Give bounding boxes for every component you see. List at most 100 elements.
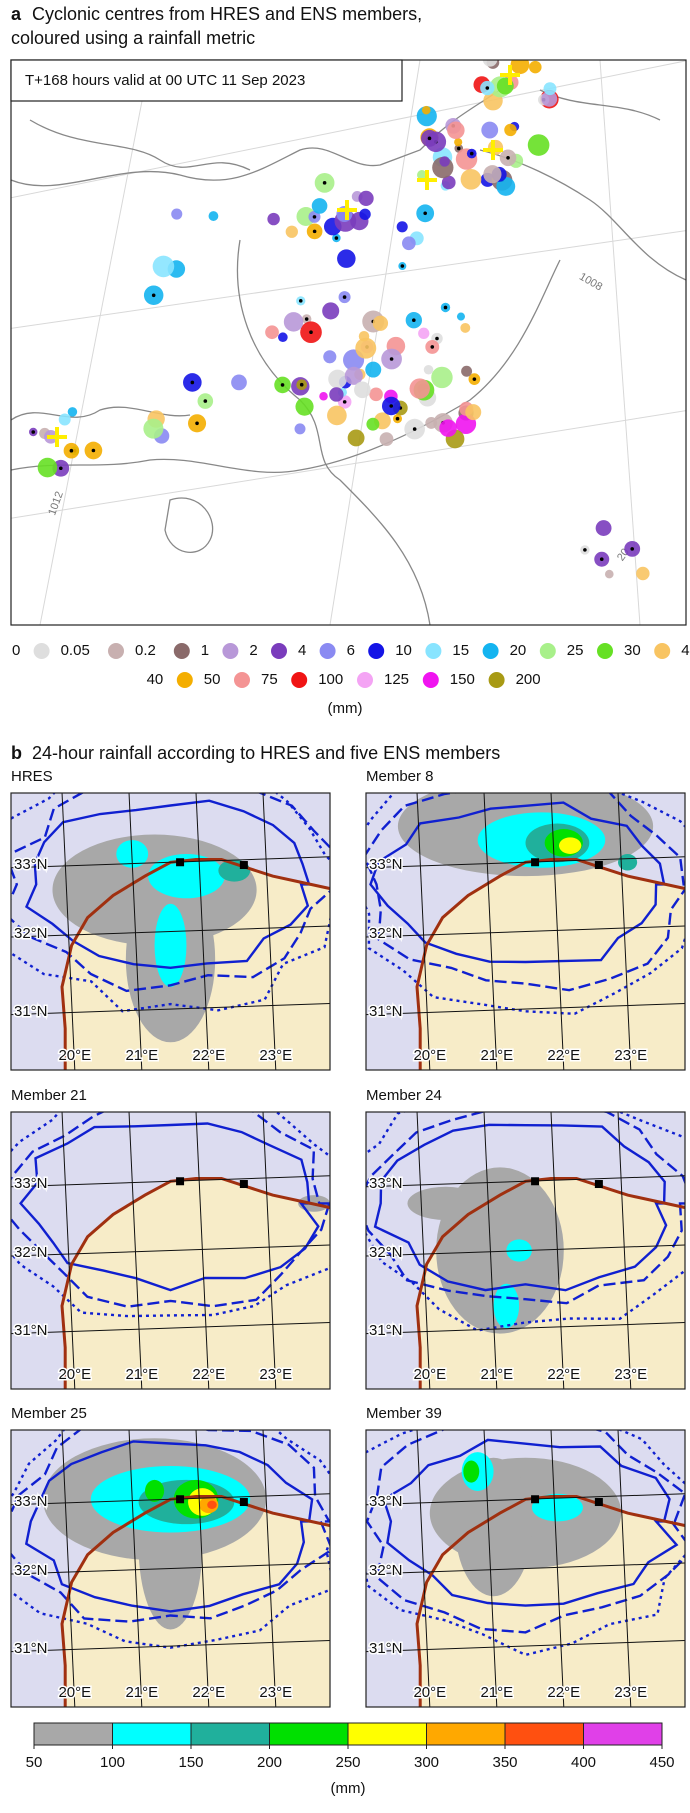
legend-swatch	[271, 643, 287, 659]
cyclone-centre	[311, 198, 328, 214]
lat-label: 32°N	[14, 1562, 48, 1579]
legend-label: 0.05	[61, 642, 90, 659]
parallel	[366, 1322, 685, 1335]
legend-label: 200	[516, 671, 541, 688]
legend-label: 75	[261, 671, 278, 688]
legend-swatch	[291, 672, 308, 688]
hres-marker	[342, 295, 347, 299]
lat-label: 32°N	[369, 1562, 403, 1579]
cyclone-centre	[208, 211, 219, 221]
coastline	[236, 239, 431, 625]
colorbar-segment	[33, 1722, 113, 1746]
colorbar-segment	[190, 1722, 270, 1746]
hres-marker	[312, 229, 317, 234]
colorbar-label: 50	[26, 1754, 43, 1771]
lon-label: 23°E	[259, 1047, 292, 1064]
colorbar-label: 200	[257, 1754, 282, 1771]
meridian	[550, 793, 565, 1070]
cyclone-centre	[454, 138, 463, 147]
parallel	[11, 1562, 330, 1575]
rain-area	[493, 1283, 520, 1329]
cyclone-centre	[481, 121, 499, 139]
meridian	[416, 1430, 431, 1707]
hres-cross	[417, 170, 437, 190]
lon-label: 20°E	[413, 1047, 446, 1064]
legend-label: 40	[147, 671, 164, 688]
meridian	[195, 793, 210, 1070]
cyclone-centre	[369, 387, 383, 402]
cyclone-centre	[319, 392, 328, 401]
cyclone-centre	[285, 225, 298, 238]
cyclone-centre	[322, 302, 340, 320]
hres-marker	[389, 404, 394, 408]
legend-swatch	[597, 643, 613, 659]
coastline	[11, 89, 501, 187]
map-frame	[10, 1429, 331, 1708]
hres-marker	[322, 181, 327, 185]
meridian	[61, 793, 76, 1070]
cyclone-centre	[421, 105, 431, 115]
lon-label: 20°E	[413, 1366, 446, 1383]
colorbar-label: 300	[414, 1754, 439, 1771]
colorbar-segment	[347, 1722, 427, 1746]
validity-text: T+168 hours valid at 00 UTC 11 Sep 2023	[25, 72, 305, 89]
lat-label: 33°N	[369, 1175, 403, 1192]
rain-contour	[373, 1123, 668, 1292]
hres-marker	[151, 293, 156, 298]
parallel	[11, 1003, 330, 1016]
meridian	[262, 1112, 277, 1389]
cyclone-centre	[354, 381, 371, 399]
hres-marker	[506, 156, 510, 160]
legend-label: 50	[204, 671, 221, 688]
cyclone-centre	[460, 168, 482, 190]
map-title: Member 24	[366, 1087, 442, 1104]
town	[176, 1495, 185, 1504]
meridian	[128, 1112, 143, 1389]
lat-label: 31°N	[369, 1322, 403, 1339]
rain-area	[144, 1479, 165, 1503]
cyclone-centre	[359, 208, 371, 220]
lat-label: 32°N	[369, 1244, 403, 1261]
meridian	[61, 1112, 76, 1389]
cyclone-centre	[510, 60, 530, 75]
rain-contour	[24, 799, 311, 970]
cyclone-centre	[529, 60, 542, 74]
coastline	[415, 1177, 685, 1389]
meridian	[195, 1430, 210, 1707]
hres-marker	[412, 318, 416, 322]
legend-swatch	[357, 672, 373, 688]
map-frame	[10, 792, 331, 1071]
cyclone-centre	[417, 170, 427, 180]
map-title: Member 39	[366, 1405, 442, 1422]
colorbar: 50 100 150 200 250 300 350 400 450	[26, 1722, 675, 1771]
hres-marker	[630, 547, 635, 551]
panel-title: 24-hour rainfall according to HRES and f…	[32, 743, 500, 763]
land	[62, 1178, 330, 1389]
legend-label: 125	[384, 671, 409, 688]
cyclone-centre	[595, 520, 612, 537]
cyclone-centre	[143, 418, 164, 439]
colorbar-unit: (mm)	[331, 1780, 366, 1797]
legend-label: 2	[249, 642, 257, 659]
cyclone-centre	[231, 374, 247, 391]
rain-area	[531, 1493, 583, 1522]
lon-label: 21°E	[125, 1047, 158, 1064]
legend-label: 30	[624, 642, 641, 659]
lon-label: 20°E	[58, 1366, 91, 1383]
coastline	[415, 858, 685, 1070]
legend-swatch	[422, 672, 439, 688]
meridian	[195, 1112, 210, 1389]
cyclone-centre	[171, 208, 183, 220]
lon-label: 21°E	[125, 1684, 158, 1701]
coastline	[29, 119, 251, 171]
rain-area	[558, 837, 582, 854]
hres-marker	[412, 427, 417, 431]
cyclone-centre	[347, 429, 365, 447]
cyclone-centre	[344, 366, 363, 385]
lon-label: 23°E	[614, 1684, 647, 1701]
parallel	[366, 1003, 685, 1016]
land	[417, 859, 685, 1070]
cyclone-centre	[67, 407, 78, 417]
lat-label: 32°N	[369, 925, 403, 942]
